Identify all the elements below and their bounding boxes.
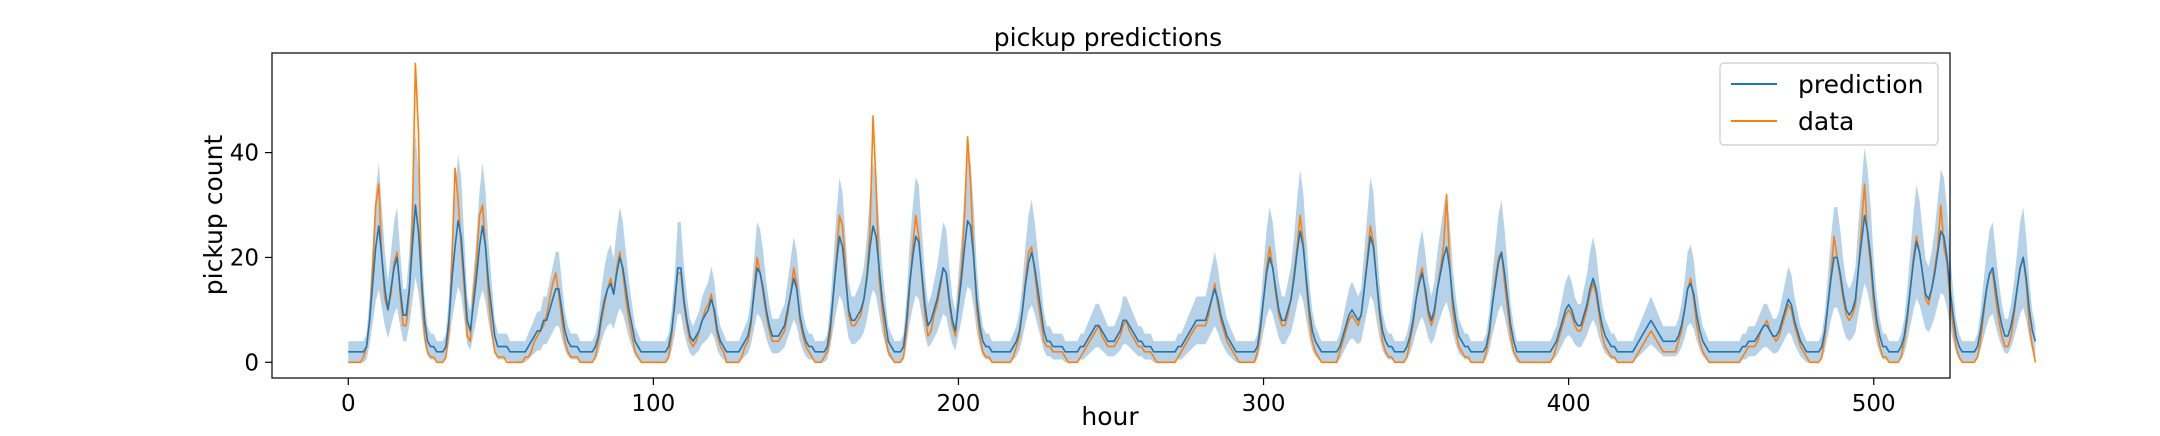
x-tick: 100 <box>631 378 675 417</box>
y-axis-label: pickup count <box>199 135 228 296</box>
x-tick-label: 300 <box>1242 391 1286 417</box>
y-tick: 0 <box>244 350 272 376</box>
x-tick: 300 <box>1242 378 1286 417</box>
x-axis: 0 100 200 300 400 500 <box>341 378 1896 417</box>
x-tick-label: 500 <box>1852 391 1896 417</box>
x-tick: 500 <box>1852 378 1896 417</box>
x-tick: 400 <box>1547 378 1591 417</box>
x-axis-label: hour <box>1081 402 1139 431</box>
prediction-interval-band <box>348 132 2036 363</box>
x-tick-label: 0 <box>341 391 356 417</box>
legend-label-prediction: prediction <box>1798 70 1923 99</box>
plot-area-frame <box>271 52 1951 379</box>
y-tick: 20 <box>230 245 272 271</box>
series-line-data <box>348 62 2037 364</box>
legend: prediction data <box>1719 62 1939 146</box>
chart-title: pickup predictions <box>994 23 1222 52</box>
x-tick-label: 400 <box>1547 391 1591 417</box>
prediction-band-layer <box>348 132 2036 363</box>
y-tick-label: 0 <box>244 350 259 376</box>
series-line-prediction <box>348 204 2037 353</box>
x-tick: 0 <box>341 378 356 417</box>
legend-label-data: data <box>1798 107 1854 136</box>
series-line-layer <box>348 62 2037 364</box>
x-tick: 200 <box>937 378 981 417</box>
x-tick-label: 200 <box>937 391 981 417</box>
y-axis: 0 20 40 <box>230 141 272 376</box>
x-tick-label: 100 <box>631 391 675 417</box>
y-tick-label: 40 <box>230 141 259 167</box>
y-tick-label: 20 <box>230 245 259 271</box>
y-tick: 40 <box>230 141 272 167</box>
